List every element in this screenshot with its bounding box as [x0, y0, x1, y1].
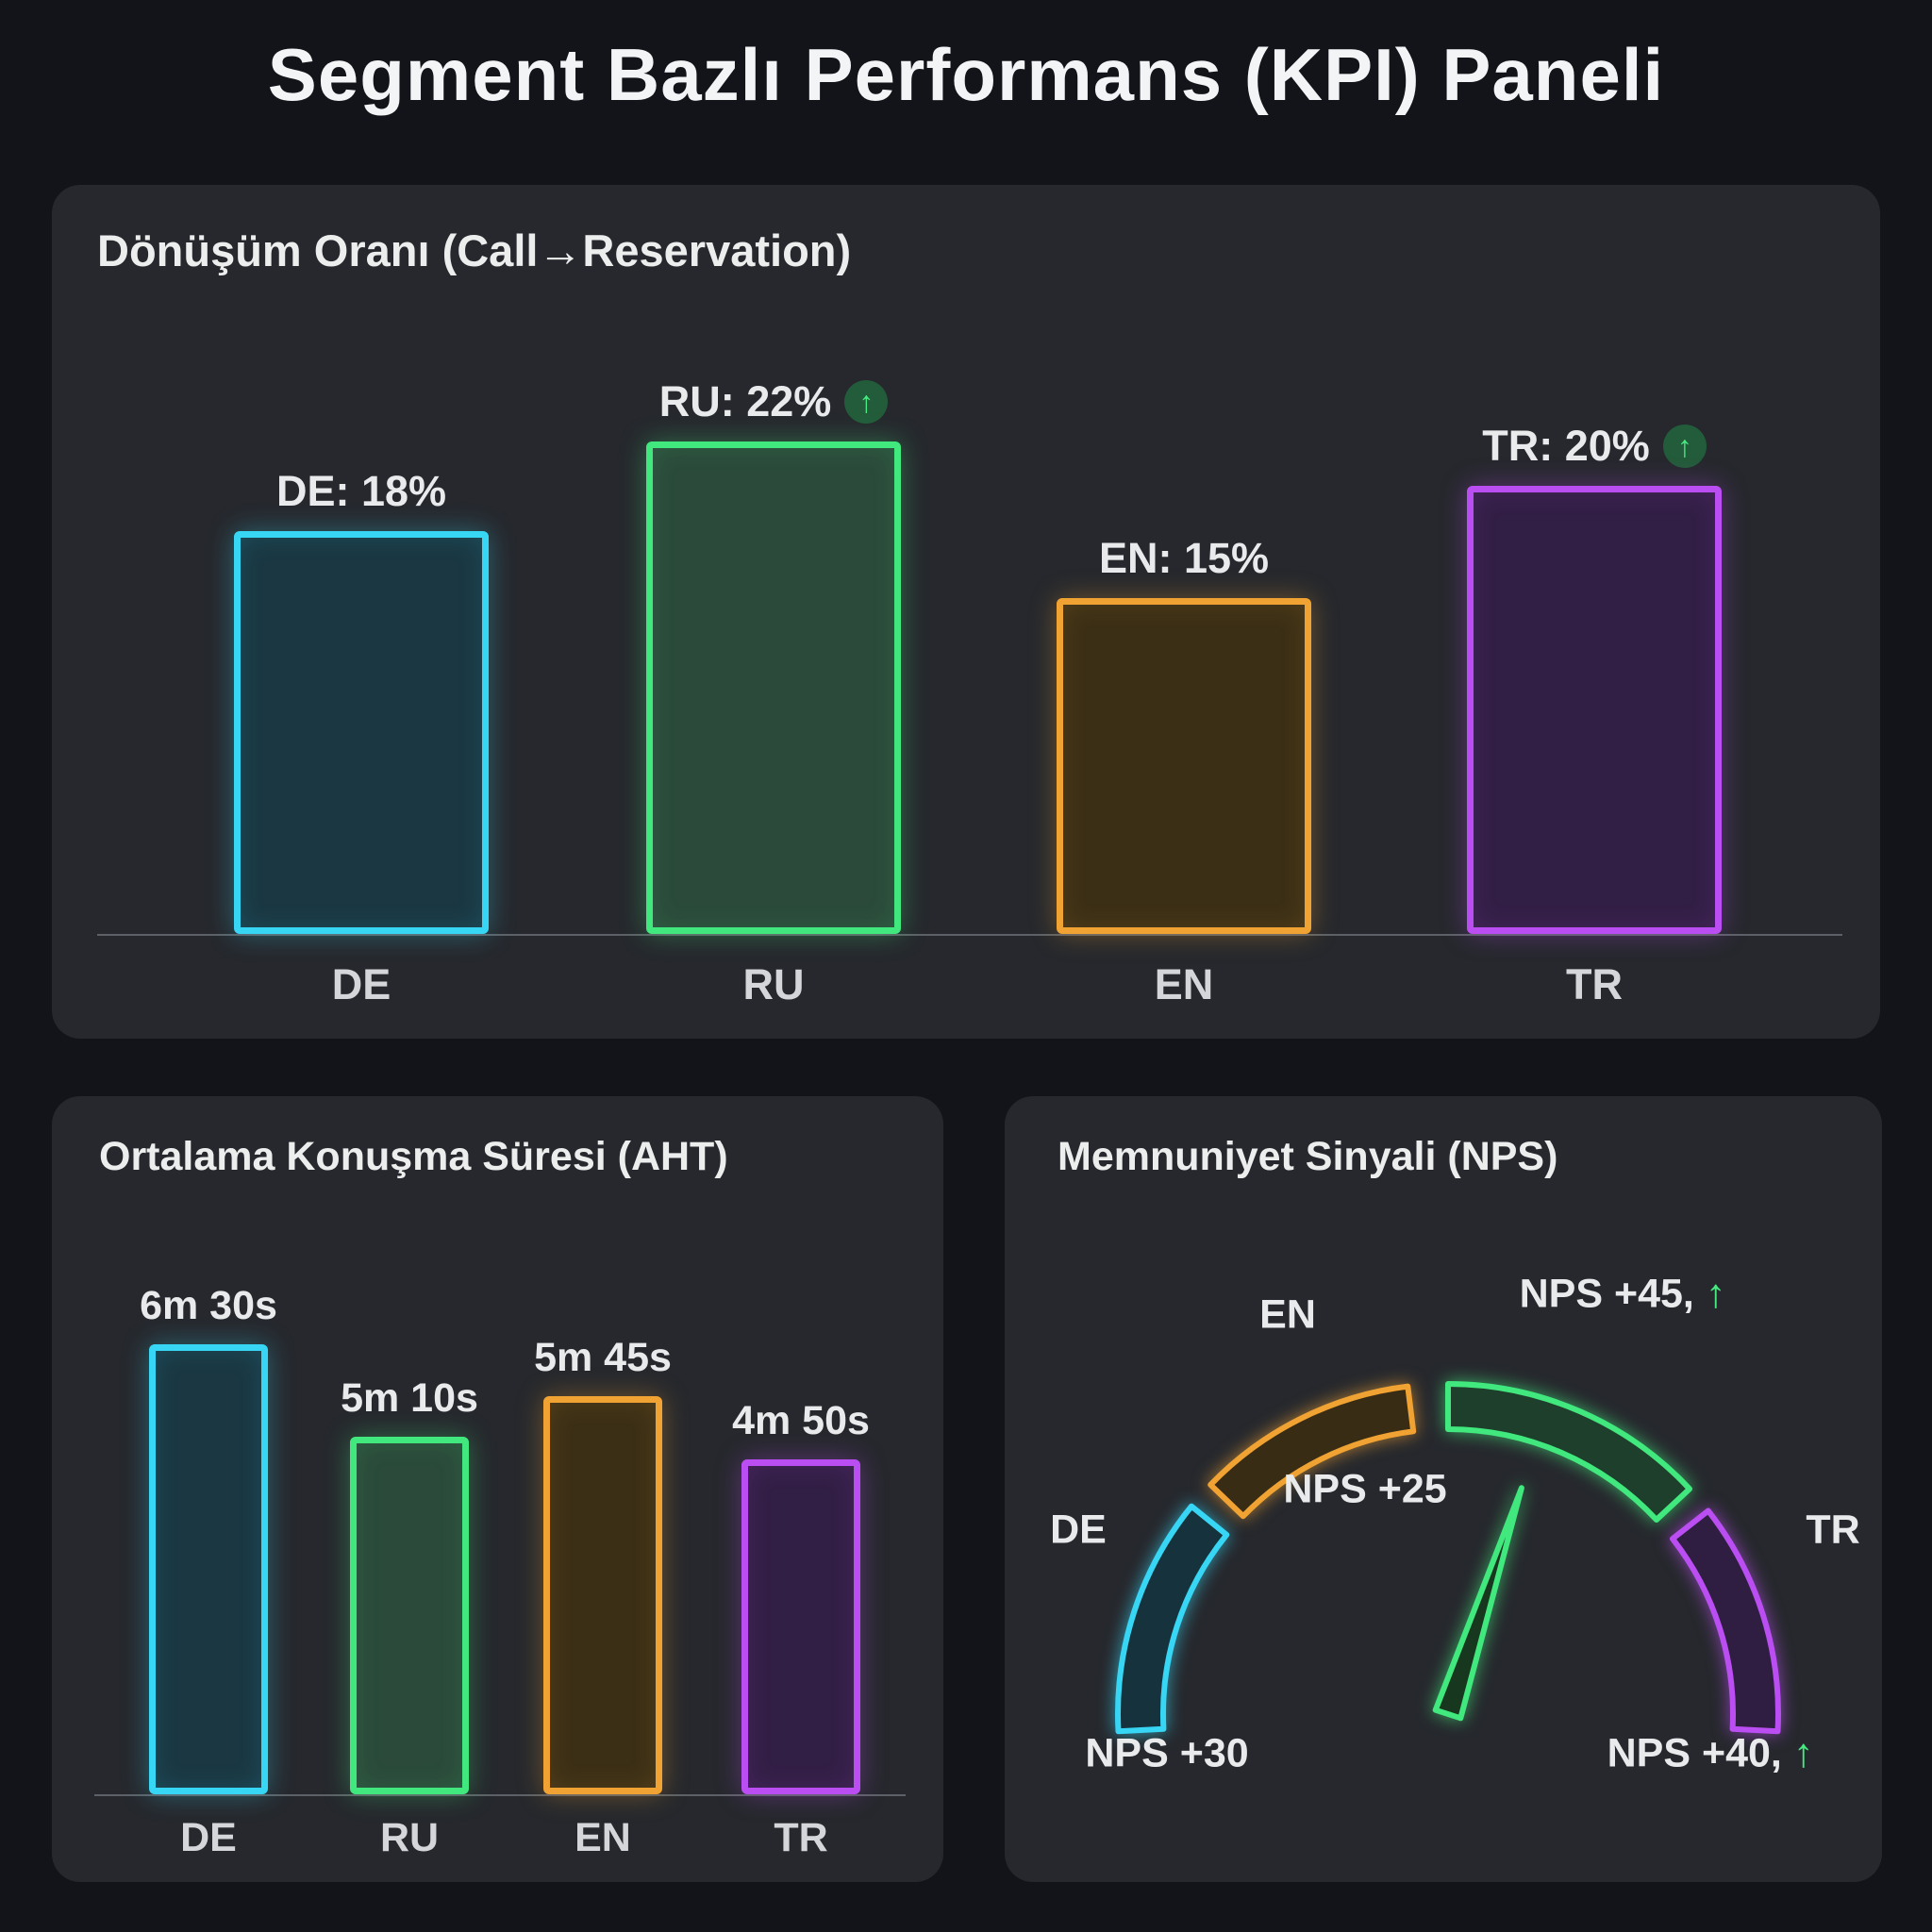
- bar-value-text: 5m 10s: [341, 1375, 478, 1421]
- x-axis-label-ru: RU: [379, 1815, 440, 1860]
- bar-tr: [1467, 486, 1722, 934]
- bar-value-label: EN: 15% ↑: [1099, 534, 1269, 583]
- bar-value-text: 4m 50s: [732, 1398, 870, 1443]
- bar-value-label: TR: 20% ↑: [1482, 422, 1707, 471]
- gauge-label-nps-25: NPS +25: [1283, 1467, 1446, 1513]
- gauge-nps-text: NPS +40,: [1607, 1730, 1782, 1776]
- bar-value-label: 5m 10s ↑: [341, 1375, 478, 1422]
- bar-de: [149, 1344, 268, 1794]
- up-arrow-icon: ↑: [1705, 1271, 1726, 1317]
- gauge-segment-0: [1115, 1503, 1230, 1735]
- conversion-bar-chart: DE: 18% ↑ RU: 22% ↑ EN: 15% ↑: [52, 185, 1880, 1039]
- gauge-label-nps-40: NPS +40, ↑: [1607, 1731, 1814, 1777]
- bar-group-en: 5m 45s ↑: [534, 1247, 672, 1794]
- trend-up-badge: ↑: [844, 380, 889, 424]
- aht-panel-title: Ortalama Konuşma Süresi (AHT): [99, 1134, 728, 1179]
- trend-up-badge: ↑: [1662, 425, 1707, 468]
- bar-group-tr: TR: 20% ↑: [1467, 311, 1722, 934]
- nps-panel-title: Memnuniyet Sinyali (NPS): [1058, 1134, 1558, 1179]
- bar-group-de: 6m 30s ↑: [140, 1247, 277, 1794]
- bar-ru: [646, 441, 901, 934]
- bar-group-ru: 5m 10s ↑: [341, 1247, 478, 1794]
- gauge-nps-text: NPS +45,: [1519, 1271, 1694, 1317]
- bar-group-ru: RU: 22% ↑: [646, 311, 901, 934]
- conversion-panel: Dönüşüm Oranı (Call→Reservation) DE: 18%…: [52, 185, 1880, 1039]
- gauge-segment-2: [1445, 1381, 1692, 1523]
- gauge-label-nps-30: NPS +30: [1085, 1731, 1248, 1777]
- gauge-label-de: DE: [1050, 1507, 1107, 1554]
- bar-value-label: DE: 18% ↑: [276, 467, 446, 516]
- up-arrow-icon: ↑: [1792, 1730, 1814, 1776]
- bar-value-text: 6m 30s: [140, 1283, 277, 1328]
- x-axis-line: [94, 1794, 906, 1796]
- bar-value-label: RU: 22% ↑: [659, 377, 889, 426]
- bar-value-label: 4m 50s ↑: [732, 1398, 870, 1444]
- gauge-lang-text: TR: [1806, 1507, 1860, 1553]
- page-title: Segment Bazlı Performans (KPI) Paneli: [267, 33, 1665, 116]
- bar-group-de: DE: 18% ↑: [234, 311, 489, 934]
- bar-de: [234, 531, 489, 934]
- bar-value-label: 6m 30s ↑: [140, 1283, 277, 1329]
- gauge-label-nps-45: NPS +45, ↑: [1520, 1272, 1726, 1318]
- nps-gauge: [1115, 1381, 1781, 1735]
- gauge-label-tr: TR: [1806, 1507, 1859, 1554]
- bar-group-tr: 4m 50s ↑: [732, 1247, 870, 1794]
- x-axis-label-en: EN: [1154, 960, 1214, 1008]
- x-axis-line: [97, 934, 1842, 936]
- x-axis-label-tr: TR: [1566, 960, 1623, 1008]
- bar-value-label: 5m 45s ↑: [534, 1335, 672, 1381]
- bar-value-text: RU: 22%: [658, 377, 832, 425]
- gauge-segment-1: [1208, 1383, 1417, 1520]
- bar-value-text: DE: 18%: [275, 467, 447, 515]
- nps-panel: Memnuniyet Sinyali (NPS) EN NPS +45, ↑ N…: [1005, 1096, 1882, 1882]
- bar-value-text: 5m 45s: [534, 1335, 672, 1380]
- gauge-nps-text: NPS +30: [1085, 1730, 1249, 1776]
- x-axis-label-ru: RU: [742, 960, 805, 1008]
- x-axis-label-tr: TR: [774, 1815, 828, 1860]
- gauge-lang-text: EN: [1259, 1291, 1316, 1338]
- up-arrow-icon: ↑: [1676, 429, 1692, 463]
- bar-value-text: EN: 15%: [1098, 534, 1270, 582]
- x-axis-label-de: DE: [180, 1815, 237, 1860]
- x-axis-label-de: DE: [331, 960, 391, 1008]
- bar-en: [1057, 598, 1311, 934]
- up-arrow-icon: ↑: [858, 385, 874, 419]
- bar-en: [543, 1396, 662, 1794]
- aht-panel: Ortalama Konuşma Süresi (AHT) 6m 30s ↑ 5…: [52, 1096, 943, 1882]
- gauge-needle: [1432, 1485, 1524, 1722]
- x-axis-label-en: EN: [575, 1815, 631, 1860]
- bar-value-text: TR: 20%: [1482, 422, 1650, 470]
- conversion-panel-title: Dönüşüm Oranı (Call→Reservation): [97, 225, 852, 275]
- gauge-nps-text: NPS +25: [1283, 1466, 1447, 1512]
- bar-ru: [350, 1437, 469, 1794]
- gauge-segment-3: [1670, 1507, 1781, 1735]
- gauge-label-en: EN: [1259, 1292, 1316, 1339]
- aht-bar-chart: 6m 30s ↑ 5m 10s ↑ 5m 45s ↑: [52, 1096, 943, 1882]
- bar-group-en: EN: 15% ↑: [1057, 311, 1311, 934]
- bar-tr: [741, 1459, 860, 1794]
- gauge-lang-text: DE: [1050, 1507, 1107, 1553]
